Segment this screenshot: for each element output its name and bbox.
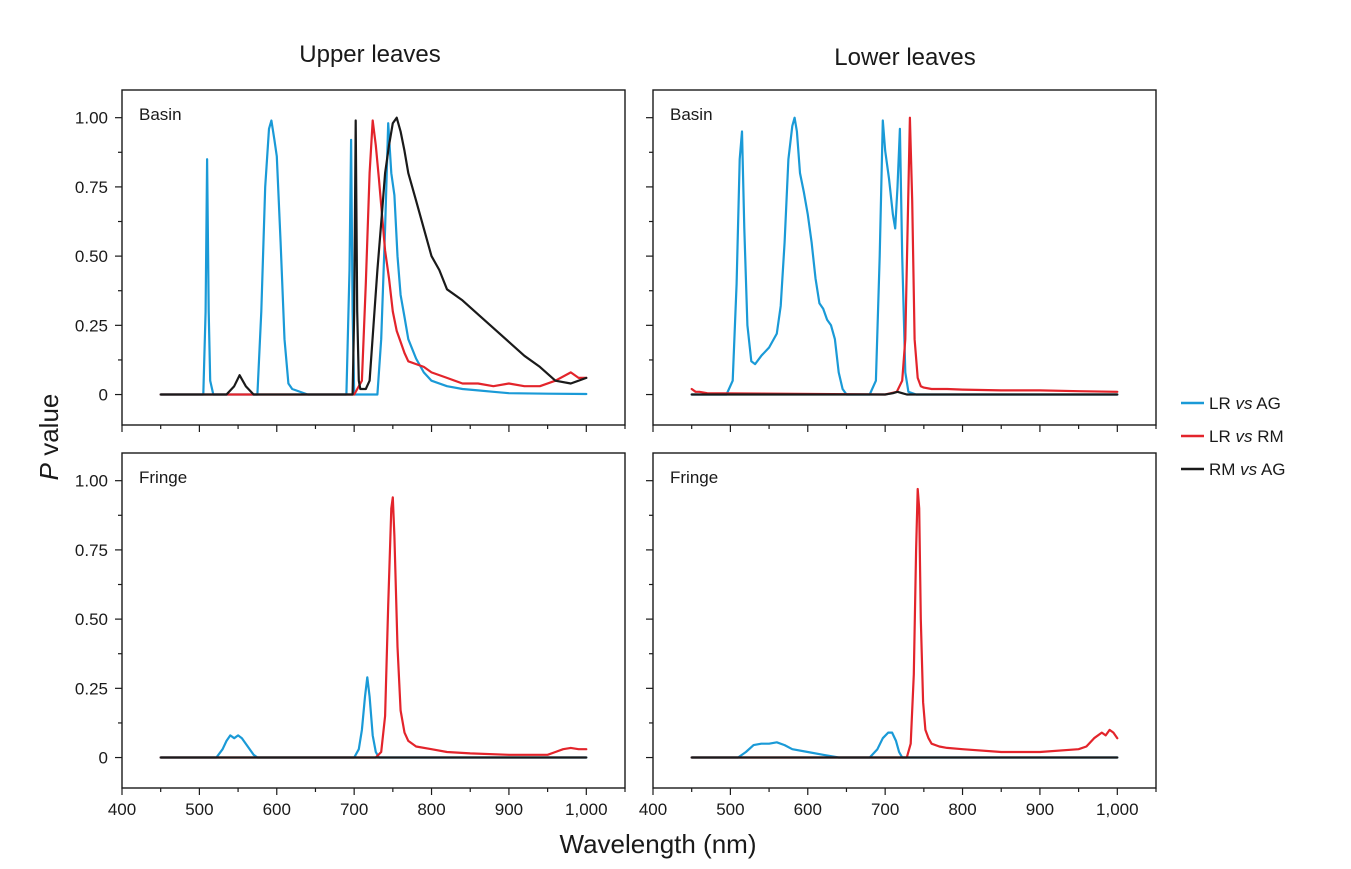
series-line-lr-vs-rm [159,119,588,396]
x-tick-label: 1,000 [565,800,608,819]
legend-item-lr-vs-ag: LR vs AG [1181,394,1281,413]
series-line-rm-vs-ag [159,116,588,396]
x-tick-label: 700 [871,800,899,819]
y-axis-title-italic: P [34,462,64,480]
legend-label: RM vs AG [1209,460,1286,479]
x-tick-label: 1,000 [1096,800,1139,819]
y-axis-title-rest: value [34,394,64,463]
y-tick-label: 1.00 [75,109,108,128]
y-tick-label: 1.00 [75,472,108,491]
y-tick-label: 0.75 [75,541,108,560]
y-tick-label: 0 [99,386,108,405]
x-tick-label: 900 [495,800,523,819]
legend-label: LR vs AG [1209,394,1281,413]
panel-basin-lower: Basin [646,89,1157,432]
series-line-lr-vs-rm [690,116,1119,396]
panel-frame [121,89,626,426]
legend: LR vs AG LR vs RM RM vs AG [1181,394,1286,479]
series-line-lr-vs-ag [690,116,1119,396]
column-title-lower-leaves: Lower leaves [834,44,975,71]
panel-frame [652,89,1157,426]
x-tick-label: 500 [716,800,744,819]
legend-label: LR vs RM [1209,427,1284,446]
panel-fringe-upper: 400 500 600 700 800 900 1,000 0 0.25 0.50 0.75 1.00… [75,452,626,819]
panel-label: Fringe [139,468,187,487]
panel-basin-upper: 0 0.25 0.50 0.75 1.00 Basin [75,89,626,432]
panel-fringe-lower: 400 500 600 700 800 900 1,000 Fringe [639,452,1157,819]
y-tick-label: 0.25 [75,316,108,335]
panel-label: Basin [139,105,182,124]
x-axis-title: Wavelength (nm) [560,829,757,859]
x-tick-label: 800 [948,800,976,819]
panel-frame [652,452,1157,789]
y-tick-label: 0.50 [75,610,108,629]
legend-item-lr-vs-rm: LR vs RM [1181,427,1284,446]
series-line-lr-vs-rm [159,496,588,759]
panel-label: Fringe [670,468,718,487]
panel-frame [121,452,626,789]
y-tick-label: 0.75 [75,178,108,197]
y-tick-label: 0.25 [75,679,108,698]
series-line-lr-vs-ag [159,119,588,396]
panel-label: Basin [670,105,713,124]
series-line-lr-vs-rm [690,487,1119,759]
x-tick-label: 700 [340,800,368,819]
x-tick-label: 800 [417,800,445,819]
series-line-lr-vs-ag [159,676,588,759]
x-tick-label: 600 [263,800,291,819]
x-tick-label: 500 [185,800,213,819]
legend-item-rm-vs-ag: RM vs AG [1181,460,1286,479]
y-tick-label: 0 [99,749,108,768]
y-tick-label: 0.50 [75,247,108,266]
x-tick-label: 400 [108,800,136,819]
x-tick-label: 600 [794,800,822,819]
series-line-rm-vs-ag [690,390,1119,396]
series-line-lr-vs-ag [690,731,1119,759]
x-tick-label: 400 [639,800,667,819]
x-tick-label: 900 [1026,800,1054,819]
y-axis-title: P value [34,394,64,481]
panels: 0 0.25 0.50 0.75 1.00 Basin Basin 400 500 600 700 8… [75,89,1157,819]
column-title-upper-leaves: Upper leaves [299,41,440,68]
